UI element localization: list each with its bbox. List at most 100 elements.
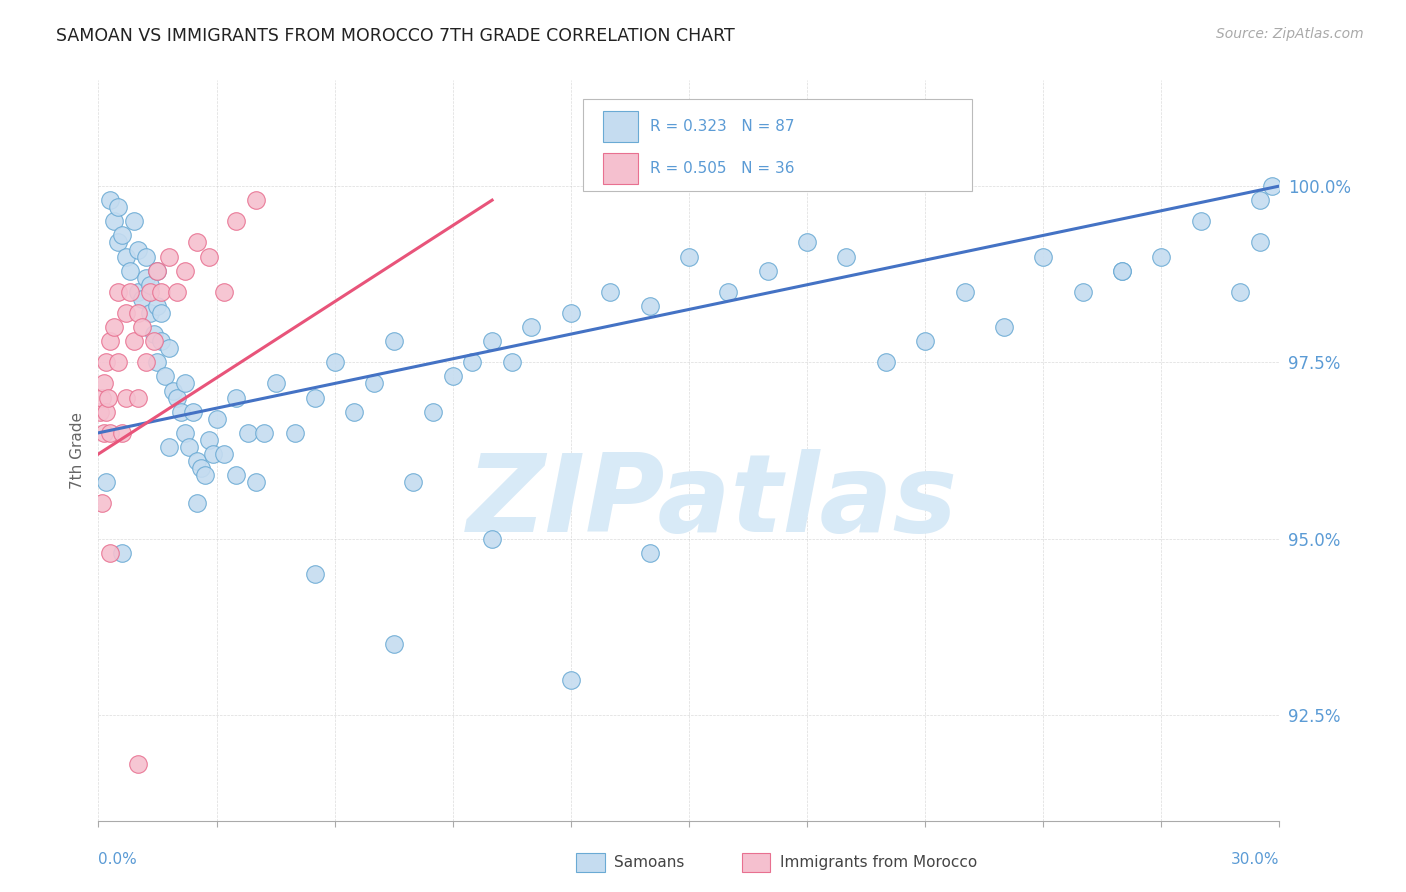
Point — [225, 214, 247, 228]
Point — [993, 320, 1015, 334]
Point — [441, 369, 464, 384]
Text: R = 0.505   N = 36: R = 0.505 N = 36 — [650, 161, 794, 177]
Point — [146, 263, 169, 277]
Text: Immigrants from Morocco: Immigrants from Morocco — [780, 855, 977, 870]
Point — [501, 355, 523, 369]
Point — [103, 320, 125, 334]
Point — [1111, 263, 1133, 277]
Point — [142, 327, 165, 342]
Point — [638, 299, 661, 313]
Point — [236, 425, 259, 440]
Point — [98, 425, 121, 440]
Point — [155, 369, 177, 384]
Point — [1229, 285, 1251, 299]
Point — [150, 334, 173, 348]
Point — [1071, 285, 1094, 299]
Point — [225, 391, 247, 405]
Bar — [603, 111, 638, 142]
Point — [127, 306, 149, 320]
Point — [1150, 250, 1173, 264]
Point — [253, 425, 276, 440]
Point — [914, 334, 936, 348]
Point — [89, 405, 111, 419]
Point — [1260, 179, 1282, 194]
Bar — [742, 853, 770, 872]
Point — [127, 285, 149, 299]
Point — [186, 235, 208, 250]
Point — [127, 243, 149, 257]
Point — [953, 285, 976, 299]
Point — [214, 285, 236, 299]
Point — [96, 355, 118, 369]
Point — [796, 235, 818, 250]
Point — [1032, 250, 1054, 264]
Point — [98, 334, 121, 348]
Point — [170, 405, 193, 419]
Point — [111, 425, 134, 440]
Bar — [603, 153, 638, 185]
Point — [146, 355, 169, 369]
Point — [481, 532, 503, 546]
Point — [560, 673, 582, 687]
Point — [382, 334, 405, 348]
Point — [1111, 263, 1133, 277]
Text: 0.0%: 0.0% — [98, 853, 138, 867]
Point — [402, 475, 425, 490]
Point — [107, 285, 129, 299]
Point — [93, 376, 115, 391]
Point — [91, 391, 114, 405]
Point — [157, 250, 180, 264]
Point — [174, 263, 197, 277]
Point — [194, 468, 217, 483]
Point — [162, 384, 184, 398]
Point — [343, 405, 366, 419]
Point — [214, 447, 236, 461]
FancyBboxPatch shape — [582, 99, 973, 191]
Point — [127, 391, 149, 405]
Point — [166, 285, 188, 299]
Point — [186, 454, 208, 468]
Bar — [576, 853, 605, 872]
Point — [157, 341, 180, 355]
Point — [131, 292, 153, 306]
Point — [835, 250, 858, 264]
Point — [177, 440, 200, 454]
Point — [122, 214, 145, 228]
Point — [107, 200, 129, 214]
Point — [520, 320, 543, 334]
Point — [197, 250, 219, 264]
Point — [150, 285, 173, 299]
Point — [678, 250, 700, 264]
Point — [181, 405, 204, 419]
Point — [875, 355, 897, 369]
Point — [186, 496, 208, 510]
Point — [264, 376, 287, 391]
Point — [118, 285, 141, 299]
Point — [115, 306, 138, 320]
Point — [205, 411, 228, 425]
Point — [304, 391, 326, 405]
Point — [131, 320, 153, 334]
Point — [115, 250, 138, 264]
Point — [284, 425, 307, 440]
Point — [461, 355, 484, 369]
Text: R = 0.323   N = 87: R = 0.323 N = 87 — [650, 119, 794, 134]
Point — [135, 355, 157, 369]
Point — [118, 263, 141, 277]
Point — [150, 306, 173, 320]
Point — [138, 306, 160, 320]
Point — [97, 391, 120, 405]
Point — [127, 757, 149, 772]
Point — [363, 376, 385, 391]
Point — [98, 546, 121, 560]
Point — [103, 214, 125, 228]
Point — [138, 277, 160, 292]
Point — [157, 440, 180, 454]
Point — [135, 250, 157, 264]
Y-axis label: 7th Grade: 7th Grade — [70, 412, 86, 489]
Text: 30.0%: 30.0% — [1232, 853, 1279, 867]
Point — [115, 391, 138, 405]
Point — [146, 299, 169, 313]
Point — [304, 566, 326, 581]
Point — [382, 637, 405, 651]
